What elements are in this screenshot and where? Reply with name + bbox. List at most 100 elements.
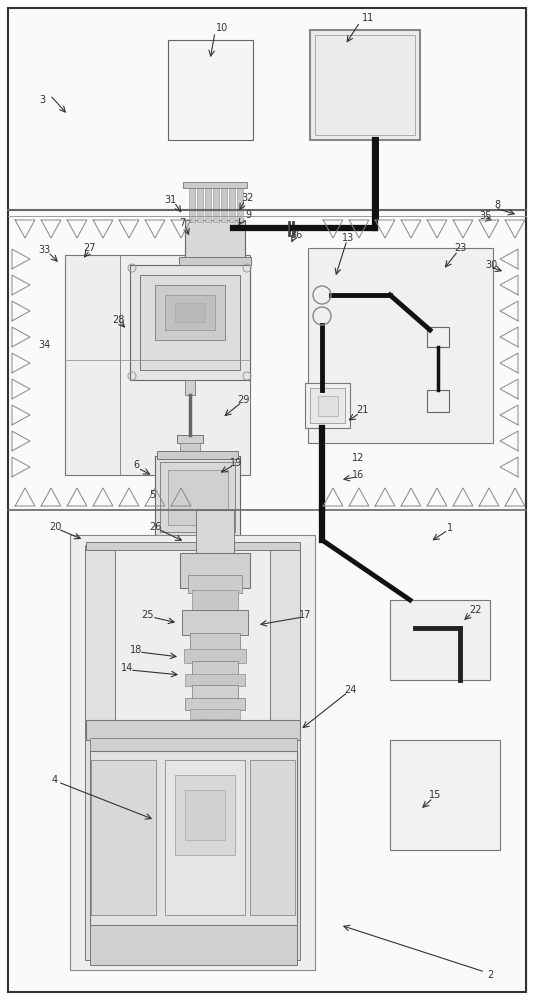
Bar [183,182,247,188]
Bar [165,760,245,915]
Bar [237,185,243,222]
Text: 21: 21 [356,405,368,415]
Bar [130,265,250,380]
Bar [185,698,245,710]
Bar [8,516,526,990]
Bar [188,575,242,593]
Text: 18: 18 [130,645,142,655]
Text: 3: 3 [39,95,45,105]
Text: 31: 31 [164,195,176,205]
Text: 24: 24 [344,685,356,695]
Bar [196,510,234,565]
Bar [318,396,338,416]
Text: 4: 4 [52,775,58,785]
Bar [190,709,240,719]
Bar [390,600,490,680]
Bar [168,470,228,525]
Bar [427,327,449,347]
Bar [155,285,225,340]
Text: 26: 26 [149,522,161,532]
Bar [184,649,246,663]
Bar [155,535,240,545]
Bar [250,760,295,915]
Bar [221,185,227,222]
Bar [155,456,240,536]
Bar [200,545,230,960]
Bar [90,738,297,753]
Text: 28: 28 [112,315,124,325]
Bar [8,8,526,210]
Bar [190,633,240,651]
Text: 16: 16 [352,470,364,480]
Bar [185,220,245,258]
Text: 2: 2 [487,970,493,980]
Bar [192,661,238,676]
Bar [185,790,225,840]
Bar [8,216,526,510]
Text: 20: 20 [49,522,61,532]
Bar [175,303,205,322]
Bar [189,185,195,222]
Text: 9: 9 [245,210,251,220]
Bar [90,751,297,926]
Bar [315,35,415,135]
Bar [305,383,350,428]
Text: 25: 25 [142,610,154,620]
Text: 27: 27 [84,243,96,253]
Bar [427,390,449,412]
Bar [182,610,248,635]
Text: 22: 22 [469,605,481,615]
Bar [180,553,250,588]
Text: 13: 13 [342,233,354,243]
Text: 29: 29 [237,395,249,405]
Text: 17: 17 [299,610,311,620]
Bar [310,30,420,140]
Text: 1: 1 [447,523,453,533]
Bar [86,720,300,740]
Bar [197,185,203,222]
Bar [270,545,300,960]
Text: 32: 32 [242,193,254,203]
Bar [90,925,297,965]
Bar [179,257,251,265]
Bar [91,760,156,915]
Text: 5: 5 [149,490,155,500]
Bar [192,590,238,610]
Bar [180,443,200,451]
Text: 15: 15 [429,790,441,800]
Bar [160,462,235,532]
Bar [140,275,240,370]
Bar [205,185,211,222]
Bar [70,535,315,970]
Bar [310,388,345,423]
Bar [185,380,195,395]
Text: 30: 30 [485,260,497,270]
Bar [157,451,238,459]
Bar [168,40,253,140]
Text: 6: 6 [133,460,139,470]
Bar [165,295,215,330]
Text: 10: 10 [216,23,228,33]
Bar [177,435,203,443]
Text: 11: 11 [362,13,374,23]
Bar [229,185,235,222]
Text: 12: 12 [352,453,364,463]
Text: 23: 23 [454,243,466,253]
Bar [185,674,245,686]
Text: 34: 34 [38,340,50,350]
Bar [213,185,219,222]
Text: 7: 7 [179,218,185,228]
Text: 14: 14 [121,663,133,673]
Bar [86,542,300,550]
Bar [308,248,493,443]
Text: 35: 35 [479,211,491,221]
Text: 19: 19 [230,458,242,468]
Bar [85,545,115,960]
Text: 8: 8 [494,200,500,210]
Text: 33: 33 [38,245,50,255]
Text: 36: 36 [290,230,302,240]
Bar [175,775,235,855]
Bar [65,255,250,475]
Bar [390,740,500,850]
Bar [192,685,238,699]
